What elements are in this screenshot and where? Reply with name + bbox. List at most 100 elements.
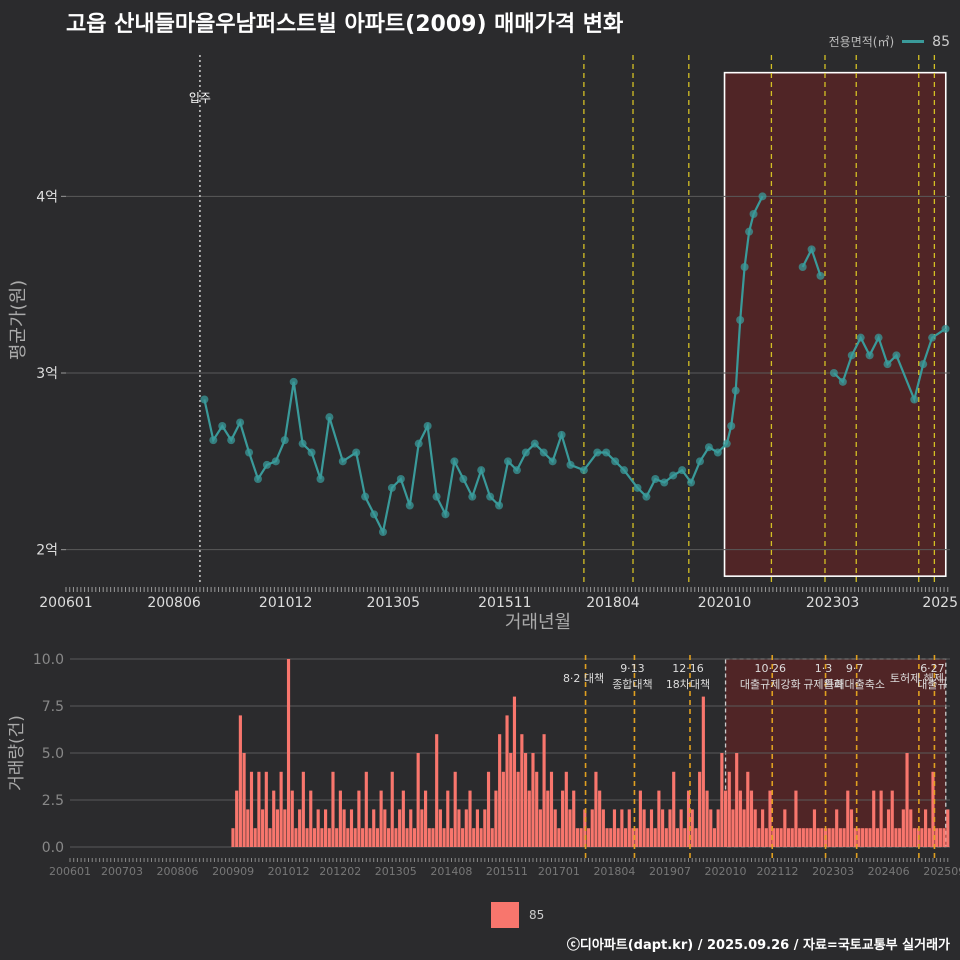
volume-x-tick-label: 201012 <box>268 865 310 878</box>
price-point <box>579 466 588 475</box>
volume-bar <box>516 771 520 847</box>
price-point <box>736 316 745 324</box>
volume-bar <box>849 809 854 847</box>
price-point <box>678 466 687 475</box>
volume-bar <box>368 828 372 847</box>
volume-bar <box>694 828 698 847</box>
volume-bar <box>690 809 694 847</box>
price-point <box>405 501 414 510</box>
volume-bar <box>772 828 776 847</box>
volume-bar <box>231 828 235 847</box>
volume-bar <box>686 790 691 847</box>
volume-bar <box>623 828 628 847</box>
price-point <box>816 271 825 280</box>
volume-bar <box>423 790 428 847</box>
volume-bar <box>427 828 431 847</box>
volume-bar <box>435 734 439 847</box>
volume-x-tick-label: 200601 <box>49 865 91 878</box>
volume-bar <box>383 809 387 847</box>
volume-bar <box>561 790 565 847</box>
volume-bar <box>409 809 413 847</box>
price-point <box>450 457 459 466</box>
volume-bar <box>716 809 720 847</box>
price-point <box>262 460 271 469</box>
volume-bar <box>286 659 291 847</box>
volume-bar <box>853 828 857 847</box>
volume-bar <box>549 771 554 847</box>
volume-x-tick-label: 202303 <box>812 865 854 878</box>
volume-bar <box>701 696 705 847</box>
price-point <box>593 448 602 457</box>
volume-bar <box>527 790 531 847</box>
price-point <box>477 466 486 475</box>
x-tick-label: 200806 <box>147 595 201 611</box>
volume-bar <box>309 790 313 847</box>
volume-bar <box>386 828 391 847</box>
volume-bar <box>431 828 435 847</box>
volume-bar <box>501 771 505 847</box>
volume-bar <box>879 790 883 847</box>
volume-bar <box>609 828 613 847</box>
price-point <box>611 457 620 466</box>
price-point <box>468 492 477 501</box>
volume-panel: 0.0 2.5 5.0 7.5 10.0 거래량(건) 200601 200703 200806… <box>7 652 960 878</box>
volume-bar <box>723 790 728 847</box>
legend-bar-label: 85 <box>529 908 545 922</box>
x-tick-label: 201511 <box>478 595 531 611</box>
volume-bar <box>494 790 498 847</box>
x-tick-label: 200601 <box>39 595 92 611</box>
price-legend: 전용면적(㎡) 85 <box>829 33 950 50</box>
price-point <box>865 351 874 360</box>
price-point <box>396 475 405 483</box>
price-point <box>521 448 530 457</box>
volume-bar <box>461 828 465 847</box>
volume-bar <box>735 753 739 847</box>
volume-bar <box>294 828 298 847</box>
policy-label: 9·7 <box>846 662 864 675</box>
volume-bar <box>890 790 894 847</box>
volume-bar <box>279 771 283 847</box>
price-point <box>200 395 209 404</box>
policy-label: 10·26 <box>754 662 786 675</box>
price-point <box>298 439 307 448</box>
volume-bar <box>668 809 672 847</box>
volume-x-tick-label: 202406 <box>868 865 910 878</box>
policy-label: 대출규 <box>917 678 947 691</box>
volume-bar <box>786 828 791 847</box>
price-point <box>209 436 218 445</box>
volume-bar <box>820 828 824 847</box>
volume-bar <box>601 809 605 847</box>
volume-x-tick-label: 201202 <box>319 865 361 878</box>
volume-bar <box>246 809 250 847</box>
volume-legend: 85 <box>491 902 544 928</box>
volume-bar <box>886 809 891 847</box>
price-point <box>722 439 731 448</box>
price-point <box>504 457 512 466</box>
volume-bar <box>586 828 591 847</box>
volume-bar <box>638 790 642 847</box>
source-credit: ⓒ디아파트(dapt.kr) / 2025.09.26 / 자료=국토교통부 실… <box>566 938 950 953</box>
volume-bar <box>679 809 683 847</box>
volume-bar <box>301 771 305 847</box>
volume-bar <box>394 828 398 847</box>
volume-bar <box>790 828 794 847</box>
volume-bar <box>364 771 368 847</box>
price-point <box>370 510 379 519</box>
volume-bar <box>857 828 861 847</box>
legend-line-swatch <box>902 40 925 43</box>
price-point <box>838 377 847 386</box>
volume-bar <box>779 828 783 847</box>
volume-bar <box>672 771 676 847</box>
price-point <box>928 333 937 342</box>
price-point <box>495 501 504 510</box>
volume-bar <box>453 771 457 847</box>
y-axis-title: 평균가(원) <box>8 280 29 360</box>
price-point <box>695 457 704 466</box>
volume-bar <box>361 828 365 847</box>
volume-bar <box>875 828 879 847</box>
price-point <box>740 263 749 271</box>
price-point <box>633 483 642 492</box>
volume-bar <box>253 828 257 847</box>
price-point <box>727 422 736 430</box>
